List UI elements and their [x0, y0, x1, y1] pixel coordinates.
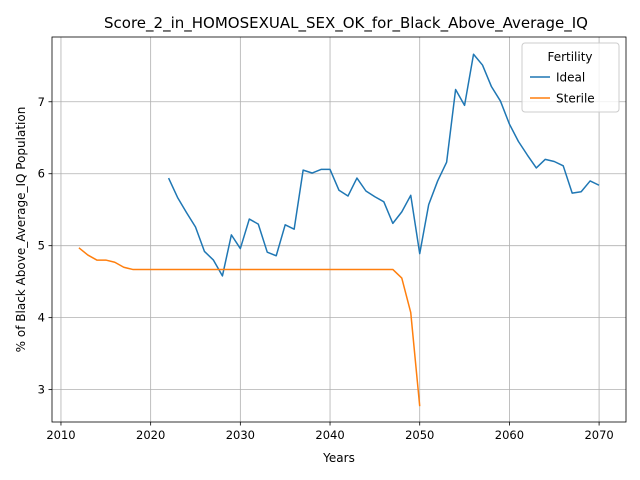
x-tick-label: 2060 [495, 428, 524, 442]
legend-box [521, 42, 620, 113]
legend: Fertility Ideal Sterile [521, 42, 620, 113]
series-lines [78, 53, 600, 407]
legend-label-ideal: Ideal [556, 71, 585, 85]
grid-lines [52, 37, 626, 422]
plot-frame [51, 36, 627, 423]
y-tick-label: 4 [38, 311, 45, 325]
y-tick-label: 7 [38, 95, 45, 109]
y-tick-label: 5 [38, 239, 45, 253]
y-axis-label: % of Black Above_Average_IQ Population [14, 107, 28, 353]
x-tick-label: 2050 [405, 428, 434, 442]
y-tick-label: 6 [38, 167, 45, 181]
x-axis-label: Years [322, 451, 355, 465]
x-tick-label: 2020 [136, 428, 165, 442]
x-axis-ticks: 2010 2020 2030 2040 2050 2060 2070 [46, 422, 614, 442]
series-line-ideal [167, 53, 600, 277]
x-tick-label: 2040 [315, 428, 344, 442]
y-tick-label: 3 [38, 383, 45, 397]
legend-title: Fertility [547, 50, 592, 64]
legend-label-sterile: Sterile [556, 92, 595, 106]
x-tick-label: 2010 [46, 428, 75, 442]
series-line-sterile [78, 247, 421, 407]
x-tick-label: 2070 [584, 428, 613, 442]
x-tick-label: 2030 [226, 428, 255, 442]
chart-title: Score_2_in_HOMOSEXUAL_SEX_OK_for_Black_A… [104, 14, 588, 33]
y-axis-ticks: 3 4 5 6 7 [38, 95, 52, 397]
